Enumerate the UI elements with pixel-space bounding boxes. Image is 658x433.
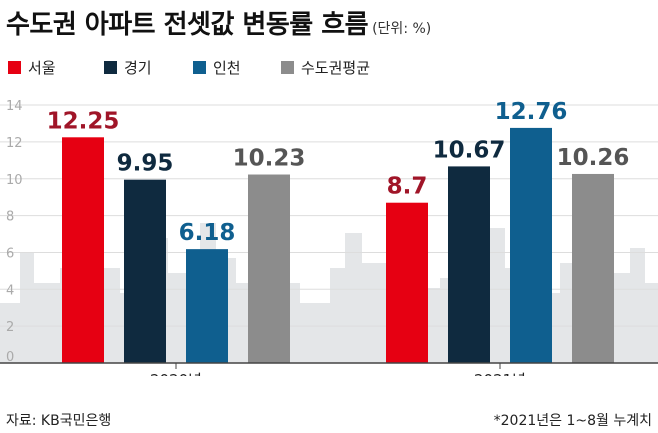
y-tick-label: 12 — [6, 136, 23, 151]
legend-label-incheon: 인천 — [213, 59, 241, 77]
unit-label: (단위: %) — [372, 21, 432, 37]
y-tick-label: 2 — [6, 320, 14, 335]
bar — [510, 127, 552, 363]
data-label: 10.67 — [433, 137, 506, 163]
y-tick-label: 8 — [6, 210, 14, 225]
bar — [186, 249, 228, 363]
title-row: 수도권 아파트 전셋값 변동률 흐름 (단위: %) — [6, 4, 431, 44]
footer: 자료: KB국민은행 *2021년은 1~8월 누계치 — [0, 405, 658, 433]
bar — [248, 174, 290, 363]
x-tick-label: 2020년 — [150, 371, 202, 376]
skyline-building — [490, 228, 505, 363]
y-tick-label: 0 — [6, 350, 14, 365]
chart-title: 수도권 아파트 전셋값 변동률 흐름 — [6, 10, 369, 40]
data-label: 8.7 — [387, 174, 428, 200]
bars — [62, 127, 614, 363]
y-tick-label: 4 — [6, 283, 14, 298]
bar — [124, 179, 166, 363]
legend-swatch-seoul — [8, 61, 21, 74]
data-label: 10.23 — [233, 146, 306, 172]
legend-item-incheon: 인천 — [193, 57, 241, 79]
skyline-building — [645, 283, 658, 363]
legend-item-average: 수도권평균 — [281, 57, 370, 79]
x-tick-label: 2021년 — [474, 371, 526, 376]
data-label: 9.95 — [117, 151, 174, 177]
skyline-building — [330, 268, 345, 363]
legend-item-seoul: 서울 — [8, 57, 56, 79]
legend-label-seoul: 서울 — [28, 59, 56, 77]
skyline-building — [362, 263, 390, 363]
data-labels: 12.25 9.95 6.18 10.23 8.710.67 12.76 10.26 — [47, 99, 630, 246]
data-label: 10.26 — [557, 145, 630, 171]
skyline-building — [20, 253, 34, 363]
bar — [448, 166, 490, 363]
source-note: 자료: KB국민은행 — [6, 413, 112, 429]
skyline-building — [34, 283, 60, 363]
period-note: *2021년은 1~8월 누계치 — [493, 413, 652, 429]
data-label: 12.76 — [495, 99, 568, 125]
bar — [62, 137, 104, 363]
y-tick-label: 10 — [6, 173, 23, 188]
skyline-building — [0, 303, 20, 363]
legend-swatch-gyeonggi — [104, 61, 117, 74]
skyline-building — [630, 248, 645, 363]
legend-swatch-average — [281, 61, 294, 74]
skyline-building — [610, 273, 630, 363]
bar — [386, 202, 428, 363]
data-label: 12.25 — [47, 108, 120, 134]
y-tick-label: 6 — [6, 246, 14, 261]
data-label: 6.18 — [179, 220, 236, 246]
skyline-building — [345, 233, 362, 363]
legend-item-gyeonggi: 경기 — [104, 57, 152, 79]
x-axis: 2020년 2021년 — [0, 362, 658, 376]
bar — [572, 173, 614, 363]
y-tick-label: 14 — [6, 99, 23, 114]
chart-area: 0 2 4 6 8 10 12 14 12.25 9.95 6.18 10.23 8.7 10.67 12… — [0, 86, 658, 376]
legend-swatch-incheon — [193, 61, 206, 74]
skyline-building — [300, 303, 330, 363]
y-axis-ticks: 0 2 4 6 8 10 12 14 — [6, 99, 23, 365]
legend-label-average: 수도권평균 — [301, 59, 371, 77]
legend-label-gyeonggi: 경기 — [124, 59, 152, 77]
